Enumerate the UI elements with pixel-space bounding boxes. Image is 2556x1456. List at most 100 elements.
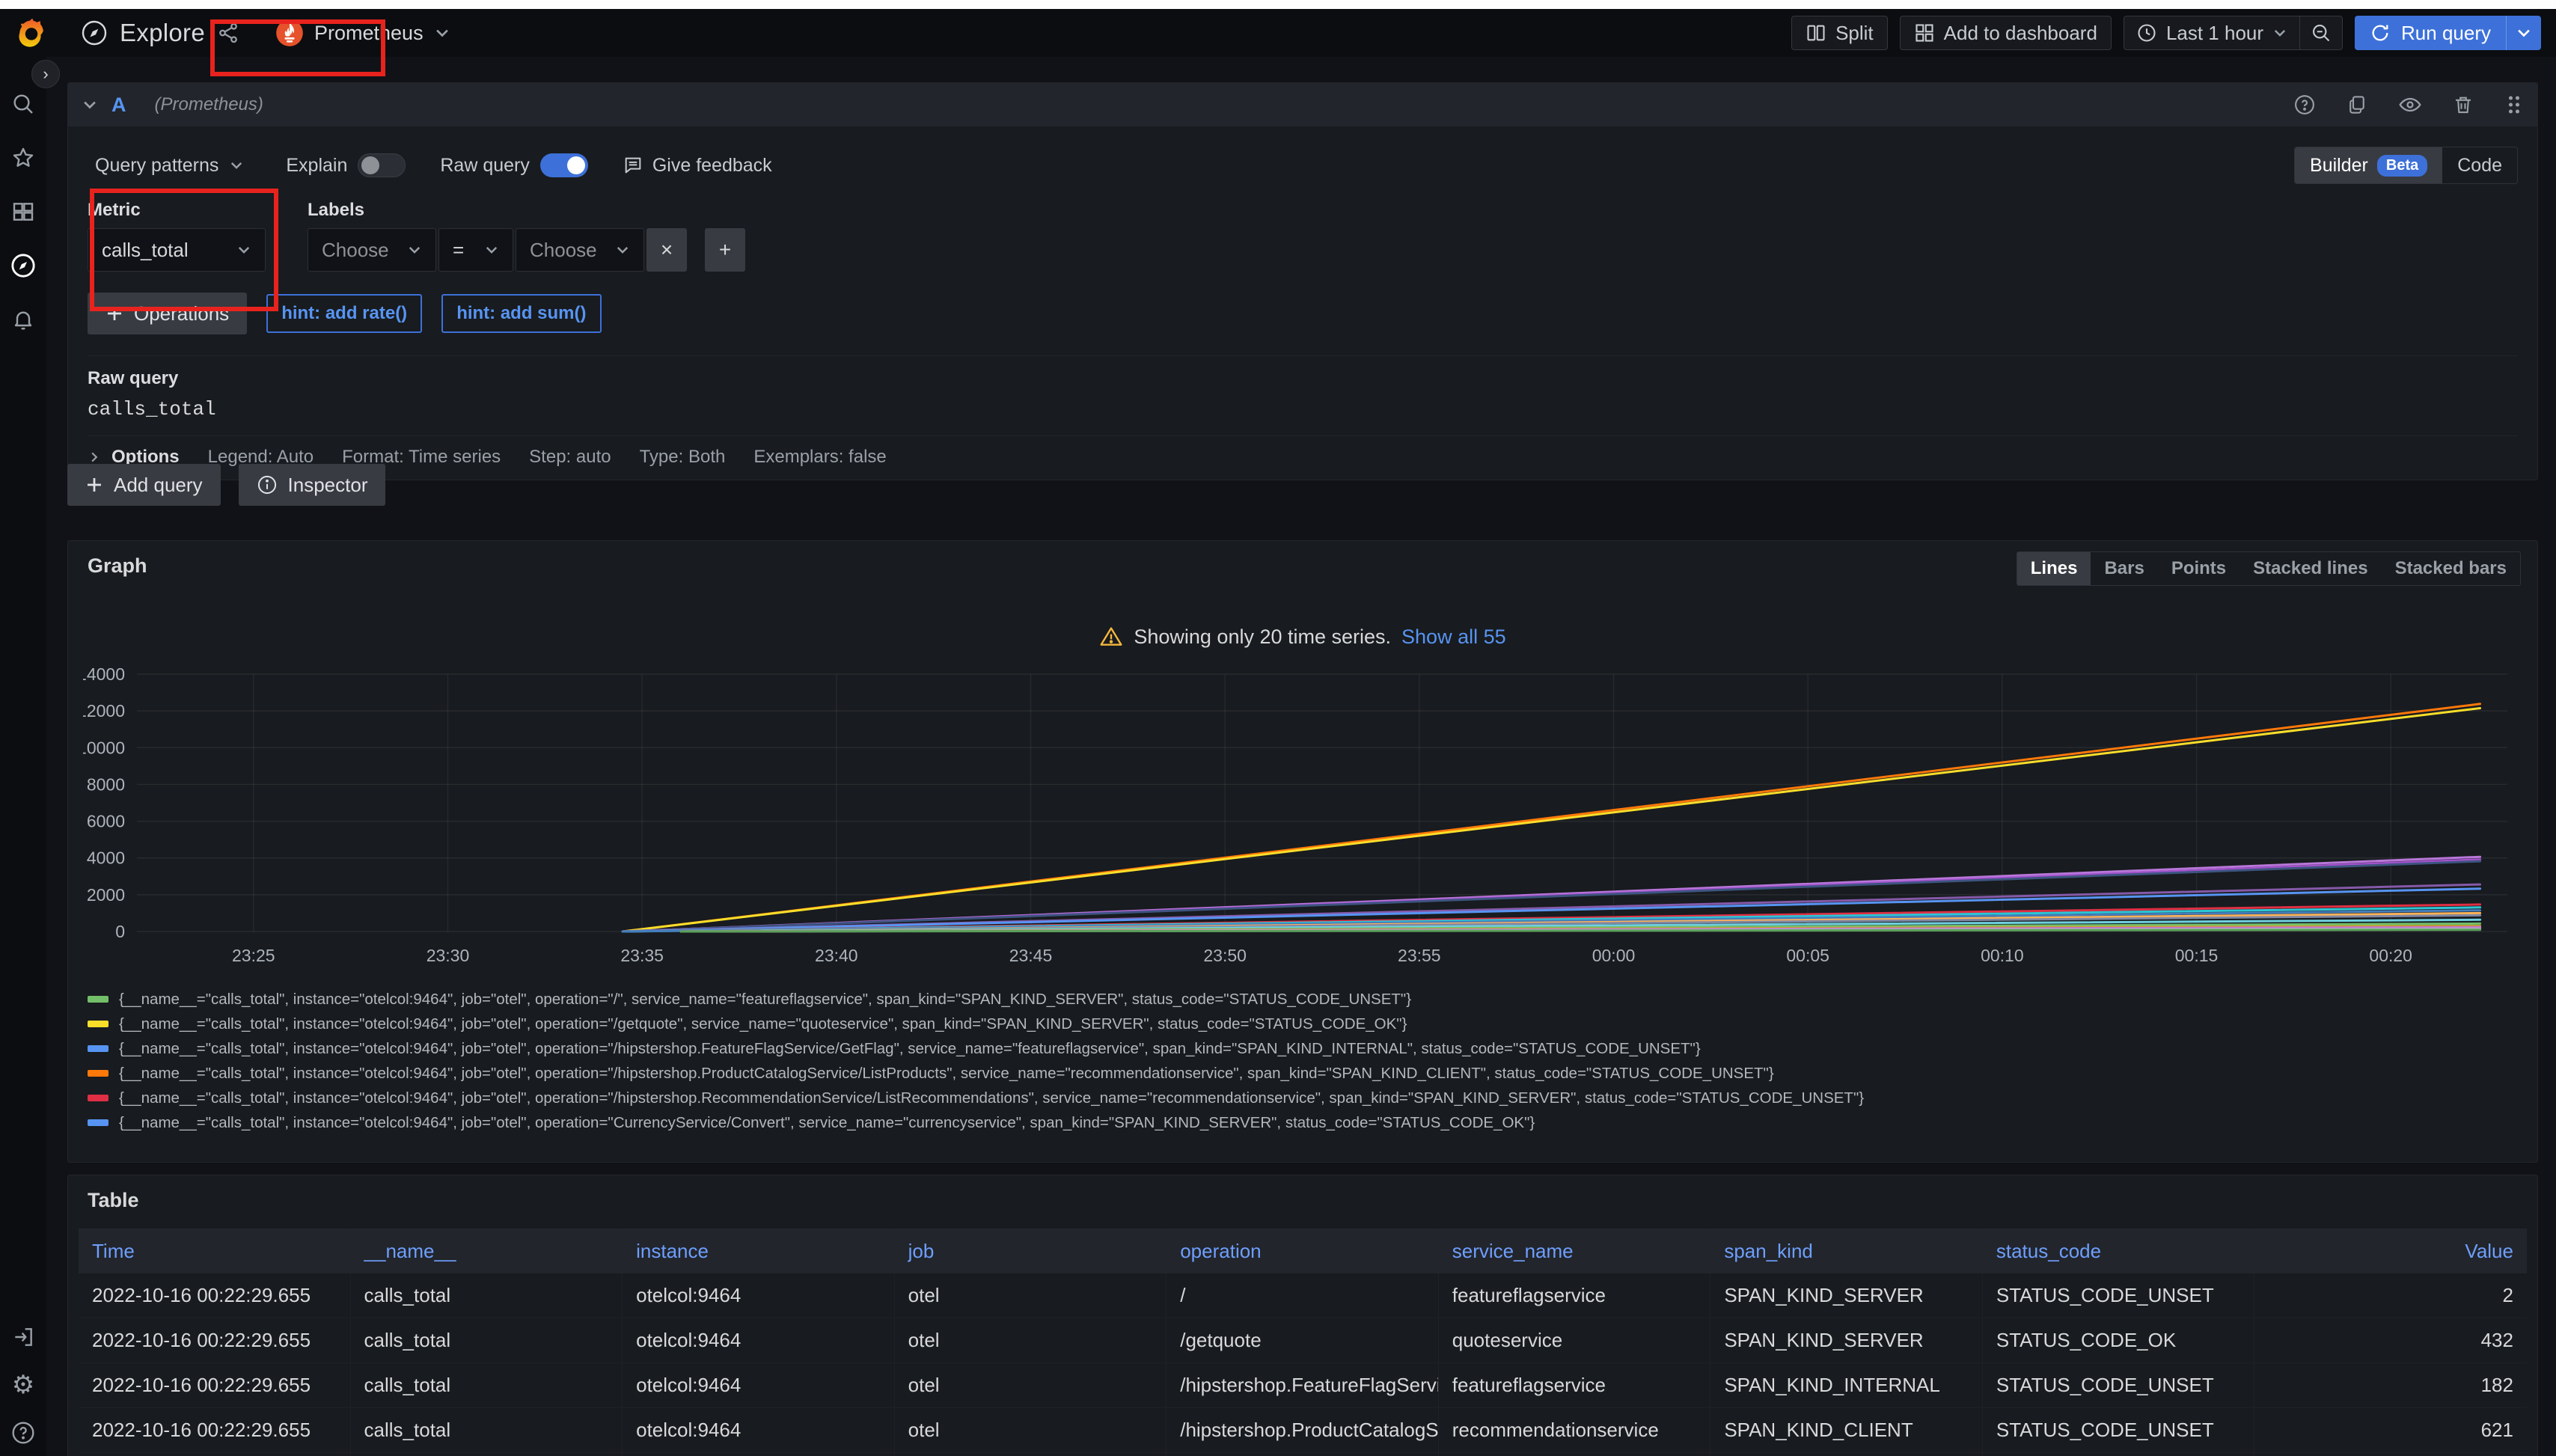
query-patterns-dropdown[interactable]: Query patterns <box>88 150 251 181</box>
raw-query-toggle[interactable] <box>539 153 588 177</box>
table-column-header[interactable]: service_name <box>1438 1229 1711 1273</box>
query-ref-id: A <box>111 93 126 116</box>
datasource-picker[interactable]: Prometheus <box>265 11 461 55</box>
time-series-chart[interactable]: 23:25 23:30 23:35 23:40 23:45 23:50 23:55 00:00… <box>83 664 2524 978</box>
legend-series-label: {__name__="calls_total", instance="otelc… <box>119 1015 1407 1033</box>
inspector-label: Inspector <box>287 473 368 496</box>
run-query-dropdown[interactable] <box>2506 16 2541 50</box>
search-icon[interactable] <box>10 91 36 117</box>
eye-icon[interactable] <box>2398 93 2422 117</box>
x-axis-tick-label: 00:10 <box>1981 946 2024 965</box>
label-value-select[interactable]: Choose <box>516 228 644 272</box>
query-patterns-label: Query patterns <box>95 154 219 176</box>
table-cell: / <box>1167 1273 1439 1318</box>
label-key-select[interactable]: Choose <box>308 228 436 272</box>
inspector-button[interactable]: Inspector <box>238 464 386 506</box>
x-axis-tick-label: 23:50 <box>1203 946 1247 965</box>
table-column-header[interactable]: Value <box>2254 1229 2527 1273</box>
chevron-down-icon <box>617 246 629 254</box>
table-cell: 182 <box>2254 1363 2527 1408</box>
table-column-header[interactable]: operation <box>1167 1229 1439 1273</box>
time-zoom-out-button[interactable] <box>2299 16 2342 49</box>
legend-item[interactable]: {__name__="calls_total", instance="otelc… <box>88 1086 2522 1110</box>
table-column-header[interactable]: status_code <box>1982 1229 2255 1273</box>
run-query-button[interactable]: Run query <box>2355 16 2506 50</box>
help-circle-icon[interactable] <box>2293 94 2316 116</box>
split-button[interactable]: Split <box>1791 16 1888 50</box>
graph-mode-switcher: Lines Bars Points Stacked lines Stacked bars <box>2016 551 2521 586</box>
dashboard-grid-icon <box>1916 24 1933 42</box>
table-cell: recommendationservice <box>1438 1408 1711 1453</box>
x-axis-tick-label: 23:30 <box>426 946 470 965</box>
metric-select[interactable]: calls_total <box>88 228 266 272</box>
remove-label-filter-button[interactable]: × <box>646 228 687 272</box>
table-column-header[interactable]: instance <box>623 1229 895 1273</box>
table-column-header[interactable]: job <box>894 1229 1167 1273</box>
hint-add-sum-button[interactable]: hint: add sum() <box>441 294 602 333</box>
grafana-logo[interactable] <box>15 16 48 49</box>
table-column-header[interactable]: span_kind <box>1710 1229 1983 1273</box>
add-query-button[interactable]: Add query <box>67 464 221 506</box>
compass-icon <box>82 20 107 46</box>
graph-mode-stacked-bars[interactable]: Stacked bars <box>2394 558 2507 578</box>
explain-toggle-group: Explain <box>286 153 406 177</box>
x-axis-tick-label: 23:35 <box>620 946 664 965</box>
graph-mode-points[interactable]: Points <box>2171 558 2227 578</box>
raw-query-section: Raw query calls_total <box>88 355 2518 436</box>
plus-icon <box>88 478 101 492</box>
hint-add-rate-button[interactable]: hint: add rate() <box>266 294 423 333</box>
alerting-bell-icon[interactable] <box>10 307 36 332</box>
gear-icon[interactable]: ⚙ <box>11 1370 35 1400</box>
table-cell: /hipstershop.FeatureFlagServi… <box>1167 1363 1439 1408</box>
series-limit-warning: Showing only 20 time series. Show all 55 <box>68 625 2537 649</box>
comment-icon <box>625 157 641 174</box>
explore-compass-icon-active[interactable] <box>10 253 36 278</box>
raw-query-toggle-group: Raw query <box>440 153 588 177</box>
options-label: Options <box>111 447 180 467</box>
collapse-chevron-icon[interactable] <box>82 97 98 113</box>
copy-icon[interactable] <box>2346 94 2368 116</box>
table-column-header[interactable]: Time <box>79 1229 351 1273</box>
operations-button[interactable]: Operations <box>88 293 248 334</box>
show-all-series-link[interactable]: Show all 55 <box>1401 625 1506 648</box>
raw-query-label: Raw query <box>440 154 530 176</box>
label-operator-select[interactable]: = <box>438 228 513 272</box>
give-feedback-label: Give feedback <box>652 154 772 176</box>
legend-item[interactable]: {__name__="calls_total", instance="otelc… <box>88 987 2522 1012</box>
table-column-header[interactable]: __name__ <box>350 1229 623 1273</box>
drag-handle-icon[interactable] <box>2504 94 2524 116</box>
graph-mode-stacked-lines[interactable]: Stacked lines <box>2253 558 2368 578</box>
options-expander[interactable]: Options <box>88 447 180 468</box>
legend-item[interactable]: {__name__="calls_total", instance="otelc… <box>88 1036 2522 1061</box>
sign-in-icon[interactable] <box>10 1324 36 1350</box>
add-label-filter-button[interactable]: + <box>705 228 745 272</box>
topnav-actions: Split Add to dashboard Last 1 hour <box>1791 16 2541 50</box>
warning-triangle-icon <box>1100 627 1122 646</box>
help-icon[interactable] <box>10 1420 36 1446</box>
legend-item[interactable]: {__name__="calls_total", instance="otelc… <box>88 1110 2522 1135</box>
query-row-header[interactable]: A (Prometheus) <box>68 83 2537 126</box>
datasource-name: Prometheus <box>314 21 424 44</box>
x-axis-tick-label: 00:15 <box>2175 946 2219 965</box>
builder-code-switch: Builder Beta Code <box>2294 147 2518 184</box>
trash-icon[interactable] <box>2452 94 2474 116</box>
top-navigation-bar: Explore Prometheus Split <box>0 9 2556 57</box>
x-axis-tick-label: 00:00 <box>1592 946 1636 965</box>
dashboards-icon[interactable] <box>10 199 36 224</box>
table-cell: /hipstershop.Recommendation… <box>1167 1453 1439 1456</box>
options-type-summary: Type: Both <box>639 447 726 467</box>
starred-icon[interactable] <box>10 145 36 171</box>
code-tab[interactable]: Code <box>2442 147 2517 183</box>
builder-tab[interactable]: Builder Beta <box>2295 147 2443 183</box>
give-feedback-link[interactable]: Give feedback <box>623 155 772 177</box>
graph-mode-lines[interactable]: Lines <box>2017 552 2091 585</box>
legend-item[interactable]: {__name__="calls_total", instance="otelc… <box>88 1061 2522 1086</box>
graph-mode-bars[interactable]: Bars <box>2104 558 2144 578</box>
legend-color-swatch <box>88 1095 108 1101</box>
time-range-button[interactable]: Last 1 hour <box>2124 16 2299 49</box>
add-to-dashboard-button[interactable]: Add to dashboard <box>1899 16 2112 50</box>
explain-toggle[interactable] <box>358 153 406 177</box>
legend-item[interactable]: {__name__="calls_total", instance="otelc… <box>88 1012 2522 1036</box>
sidebar-expand-button[interactable]: › <box>31 60 60 88</box>
share-icon[interactable] <box>217 22 239 44</box>
